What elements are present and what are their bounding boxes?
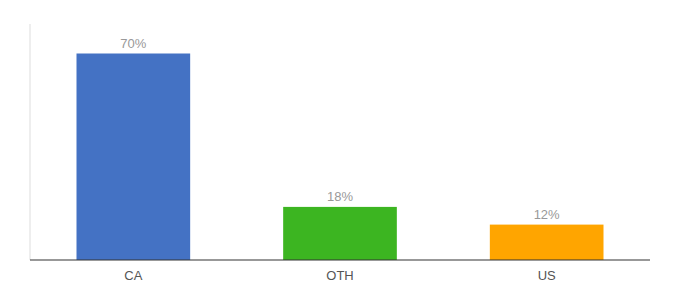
data-label: 12% bbox=[534, 207, 560, 222]
bar bbox=[283, 207, 397, 260]
x-tick-label: OTH bbox=[326, 268, 353, 283]
x-tick-label: US bbox=[538, 268, 556, 283]
x-tick-label: CA bbox=[124, 268, 142, 283]
x-axis-line bbox=[30, 259, 650, 260]
chart-container: 70% 18% 12% CA OTH US bbox=[0, 0, 680, 300]
chart: 70% 18% 12% CA OTH US bbox=[0, 0, 680, 300]
y-axis-line bbox=[30, 24, 31, 260]
data-label: 18% bbox=[327, 189, 353, 204]
bar bbox=[77, 54, 191, 261]
data-label: 70% bbox=[120, 36, 146, 51]
bars bbox=[77, 54, 604, 261]
bar bbox=[490, 225, 604, 260]
